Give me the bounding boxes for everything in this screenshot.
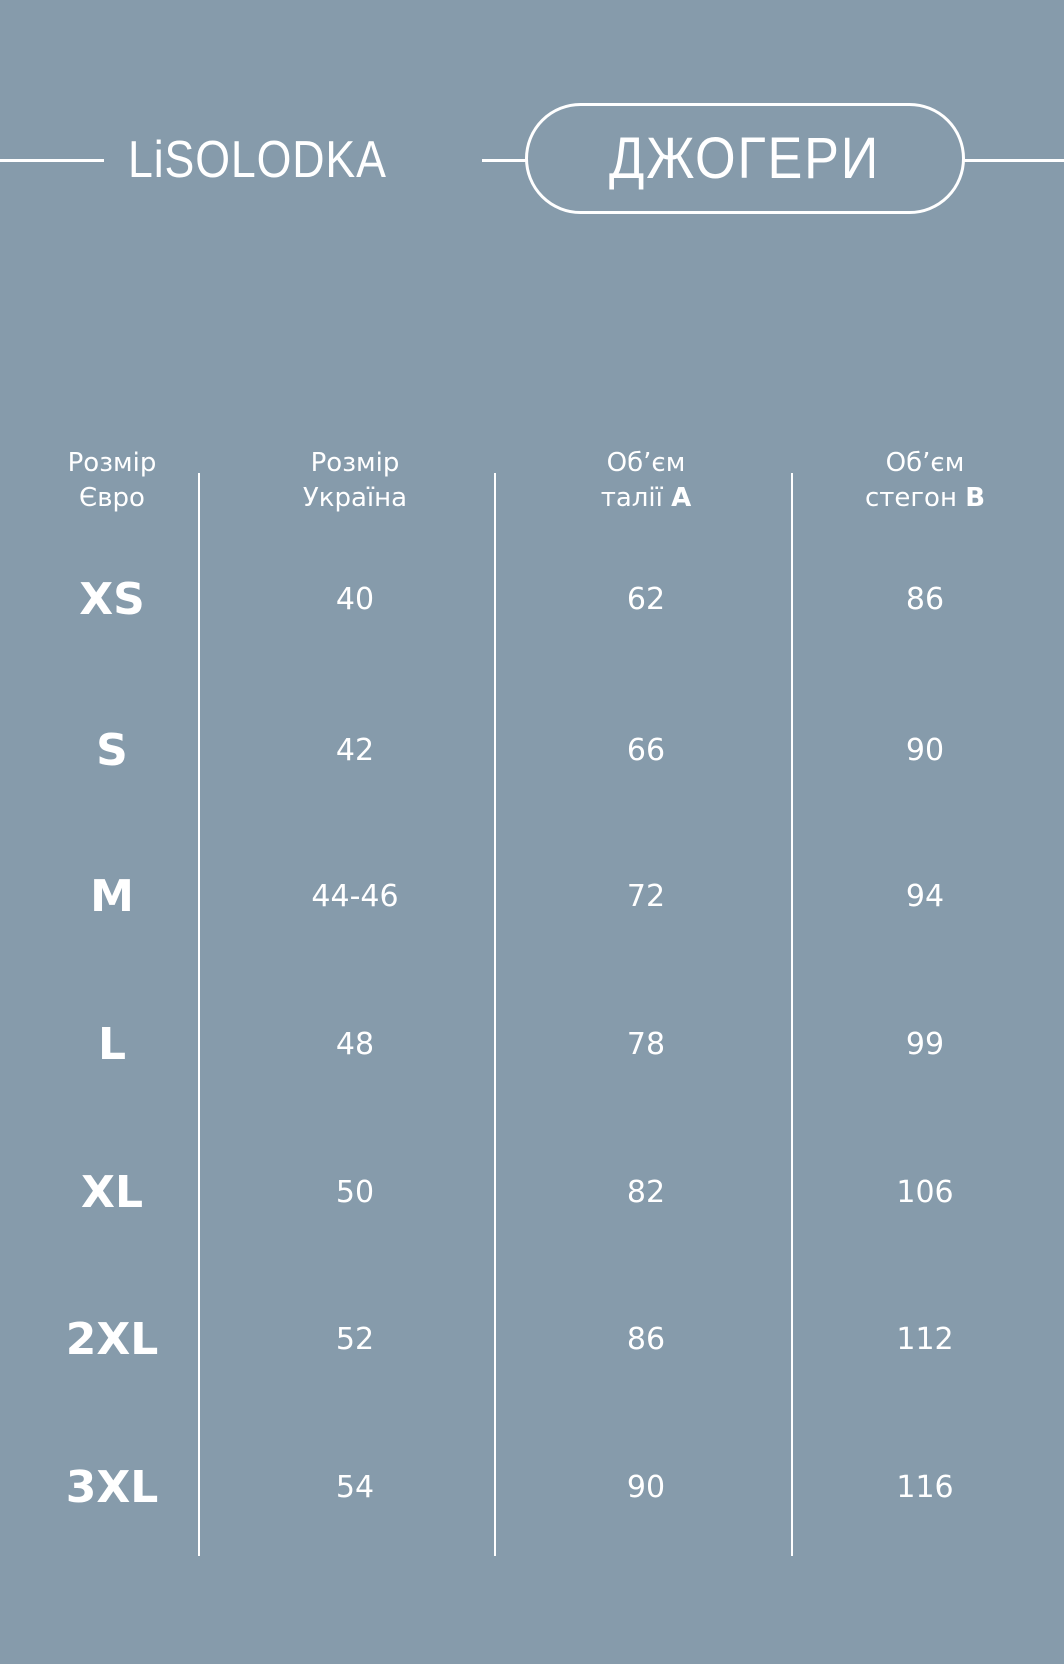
cell-hips: 94	[905, 879, 945, 914]
cell-waist: 62	[626, 582, 666, 617]
cell-ua-size: 50	[335, 1175, 375, 1210]
cell-hips: 116	[896, 1470, 954, 1505]
cell-ua-size: 44-46	[311, 879, 399, 914]
cell-ua-size: 48	[335, 1027, 375, 1062]
column-header-ua-size: Розмір Україна	[245, 446, 465, 516]
cell-waist: 90	[626, 1470, 666, 1505]
header-line2-text: стегон	[864, 483, 957, 513]
column-header-hips: Об’єм стегон B	[815, 446, 1035, 516]
cell-waist: 78	[626, 1027, 666, 1062]
header-line2: талії A	[536, 481, 756, 516]
header-measure-letter: B	[965, 483, 986, 513]
cell-euro-size: S	[96, 725, 128, 776]
header-line-left	[0, 159, 104, 162]
page-title: ДЖОГЕРИ	[609, 126, 881, 191]
cell-waist: 66	[626, 733, 666, 768]
cell-waist: 86	[626, 1322, 666, 1357]
header-line2: Євро	[2, 481, 222, 516]
header-line2: стегон B	[815, 481, 1035, 516]
cell-hips: 112	[896, 1322, 954, 1357]
header-line2-text: Україна	[302, 483, 408, 513]
title-pill: ДЖОГЕРИ	[525, 103, 965, 214]
cell-waist: 82	[626, 1175, 666, 1210]
header-measure-letter: A	[671, 483, 692, 513]
cell-hips: 106	[896, 1175, 954, 1210]
column-header-euro-size: Розмір Євро	[2, 446, 222, 516]
column-divider	[494, 473, 496, 1556]
cell-waist: 72	[626, 879, 666, 914]
cell-euro-size: M	[90, 871, 134, 922]
cell-euro-size: XL	[81, 1167, 143, 1218]
cell-ua-size: 40	[335, 582, 375, 617]
cell-hips: 99	[905, 1027, 945, 1062]
cell-euro-size: 3XL	[65, 1462, 159, 1513]
header-line2-text: талії	[600, 483, 663, 513]
cell-euro-size: XS	[79, 574, 145, 625]
header-line1: Розмір	[310, 448, 400, 478]
cell-hips: 90	[905, 733, 945, 768]
cell-ua-size: 42	[335, 733, 375, 768]
header-line1: Розмір	[67, 448, 157, 478]
cell-hips: 86	[905, 582, 945, 617]
cell-euro-size: 2XL	[65, 1314, 159, 1365]
column-divider	[198, 473, 200, 1556]
cell-euro-size: L	[97, 1019, 127, 1070]
brand-logo: LiSOLODKA	[128, 131, 387, 189]
header-line-middle	[482, 159, 527, 162]
header-line1: Об’єм	[885, 448, 965, 478]
column-header-waist: Об’єм талії A	[536, 446, 756, 516]
header-line2-text: Євро	[79, 483, 145, 513]
cell-ua-size: 54	[335, 1470, 375, 1505]
header-line1: Об’єм	[606, 448, 686, 478]
column-divider	[791, 473, 793, 1556]
cell-ua-size: 52	[335, 1322, 375, 1357]
header-line2: Україна	[245, 481, 465, 516]
header-line-right	[963, 159, 1064, 162]
